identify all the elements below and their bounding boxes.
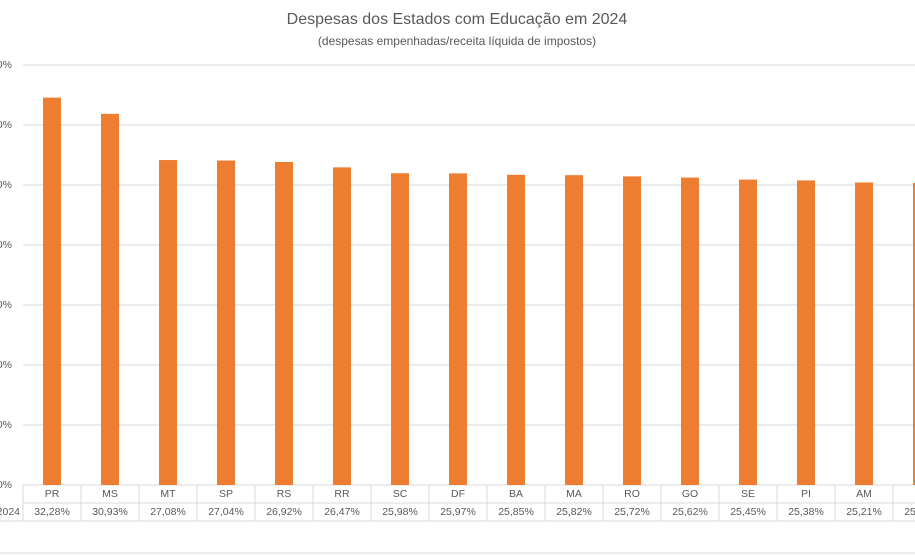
bar	[101, 113, 119, 485]
bar	[681, 177, 699, 485]
table-value: 25,17%	[904, 506, 915, 518]
x-tick-label: BA	[509, 488, 523, 500]
bar	[333, 167, 351, 486]
y-tick-label: 10,00%	[0, 359, 12, 371]
x-tick-label: MS	[102, 488, 118, 500]
x-tick-label: SE	[741, 488, 755, 500]
bar	[275, 161, 293, 485]
y-tick-label: 0,00%	[0, 479, 12, 491]
table-value: 25,82%	[556, 506, 592, 518]
bar	[217, 160, 235, 485]
y-tick-label: 30,00%	[0, 119, 12, 131]
y-tick-label: 15,00%	[0, 299, 12, 311]
x-tick-label: DF	[451, 488, 465, 500]
x-tick-label: AM	[856, 488, 872, 500]
x-tick-label: RS	[277, 488, 292, 500]
table-row-label: 2024	[0, 506, 20, 518]
x-tick-label: SP	[219, 488, 233, 500]
bar	[449, 173, 467, 486]
x-tick-label: RO	[624, 488, 640, 500]
bar	[391, 173, 409, 486]
x-tick-label: SC	[393, 488, 408, 500]
bar	[797, 180, 815, 485]
table-value: 26,92%	[266, 506, 302, 518]
y-tick-label: 35,00%	[0, 59, 12, 71]
table-value: 26,47%	[324, 506, 360, 518]
y-tick-label: 5,00%	[0, 419, 12, 431]
x-tick-label: MT	[160, 488, 176, 500]
y-tick-label: 25,00%	[0, 179, 12, 191]
table-value: 30,93%	[92, 506, 128, 518]
bar	[855, 182, 873, 486]
bar	[739, 179, 757, 485]
bar	[913, 182, 915, 485]
table-value: 27,04%	[208, 506, 244, 518]
x-tick-label: PI	[801, 488, 811, 500]
bar	[507, 174, 525, 486]
bar	[623, 176, 641, 486]
table-value: 32,28%	[34, 506, 70, 518]
table-value: 27,08%	[150, 506, 186, 518]
table-value: 25,62%	[672, 506, 708, 518]
x-tick-label: RR	[334, 488, 350, 500]
y-tick-label: 20,00%	[0, 239, 12, 251]
bar	[565, 175, 583, 485]
table-value: 25,72%	[614, 506, 650, 518]
table-value: 25,38%	[788, 506, 824, 518]
bar	[43, 97, 61, 485]
table-value: 25,45%	[730, 506, 766, 518]
chart-title: Despesas dos Estados com Educação em 202…	[287, 11, 628, 28]
chart-subtitle: (despesas empenhadas/receita líquida de …	[318, 34, 596, 48]
bar	[159, 160, 177, 486]
table-value: 25,98%	[382, 506, 418, 518]
table-value: 25,85%	[498, 506, 534, 518]
table-value: 25,21%	[846, 506, 882, 518]
x-tick-label: PR	[45, 488, 60, 500]
x-tick-label: MA	[566, 488, 582, 500]
table-value: 25,97%	[440, 506, 476, 518]
x-tick-label: GO	[682, 488, 698, 500]
